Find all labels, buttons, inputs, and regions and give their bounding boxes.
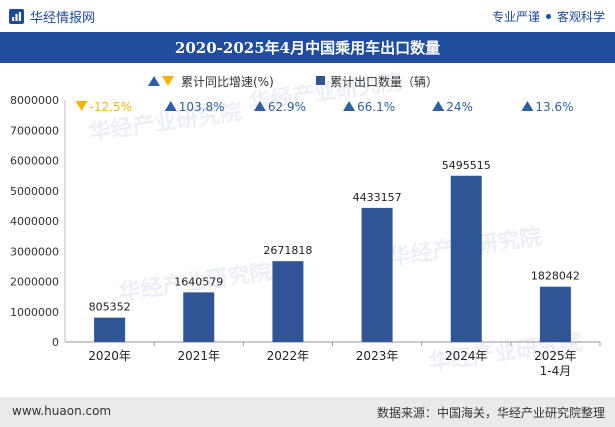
- bar: [361, 207, 393, 342]
- bar: [94, 317, 126, 342]
- tagline-left: 专业严谨: [491, 10, 540, 24]
- growth-rate-label: -12.5%: [90, 100, 132, 114]
- bar-value-label: 5495515: [442, 159, 491, 172]
- bar-value-label: 1828042: [531, 270, 580, 283]
- legend-growth-label: 累计同比增速(%): [181, 75, 274, 89]
- top-bar: 华经情报网 专业严谨 客观科学: [0, 0, 615, 32]
- bar: [183, 292, 215, 342]
- x-tick-label: 2021年: [177, 349, 220, 363]
- bar-value-label: 2671818: [263, 244, 312, 257]
- x-tick-label: 2022年: [267, 349, 310, 363]
- legend-value-label: 累计出口数量（辆）: [330, 74, 438, 89]
- y-tick-label: 8000000: [10, 94, 59, 107]
- bar: [272, 261, 304, 342]
- y-tick-label: 3000000: [10, 245, 59, 258]
- footer-website[interactable]: www.huaon.com: [12, 404, 112, 418]
- brand-logo-icon: [9, 9, 24, 24]
- y-tick-label: 0: [52, 336, 59, 349]
- y-tick-label: 7000000: [10, 124, 59, 137]
- y-tick-label: 1000000: [10, 306, 59, 319]
- growth-up-triangle-icon: [432, 101, 445, 111]
- tagline: 专业严谨 客观科学: [492, 8, 605, 25]
- title-bar: 2020-2025年4月中国乘用车出口数量: [0, 32, 615, 63]
- footer-source: 数据来源：中国海关，华经产业研究院整理: [376, 406, 605, 420]
- bar-chart: 华经产业研究院华经产业研究院华经产业研究院华经产业研究院华经产业研究院累计同比增…: [10, 69, 601, 378]
- x-tick-label: 2020年: [88, 349, 131, 363]
- y-tick-label: 2000000: [10, 276, 59, 289]
- growth-up-triangle-icon: [343, 101, 356, 111]
- chart-title: 2020-2025年4月中国乘用车出口数量: [174, 39, 441, 57]
- legend-bar-swatch: [316, 76, 325, 85]
- y-tick-label: 6000000: [10, 155, 59, 168]
- bar-value-label: 1640579: [174, 275, 223, 288]
- bar: [539, 286, 571, 342]
- bar-value-label: 4433157: [353, 191, 402, 204]
- brand[interactable]: 华经情报网: [8, 7, 95, 26]
- x-tick-label: 2025年: [534, 349, 577, 363]
- legend-down-triangle-icon: [162, 76, 174, 86]
- x-tick-label: 2024年: [445, 349, 488, 363]
- y-tick-label: 5000000: [10, 185, 59, 198]
- growth-down-triangle-icon: [75, 101, 88, 111]
- separator-dot-icon: [545, 14, 551, 19]
- growth-up-triangle-icon: [253, 101, 266, 111]
- legend-up-triangle-icon: [148, 76, 160, 86]
- footer: www.huaon.com 数据来源：中国海关，华经产业研究院整理: [0, 397, 615, 427]
- growth-rate-label: 24%: [446, 100, 473, 114]
- x-tick-label: 1-4月: [540, 364, 572, 378]
- growth-rate-label: 62.9%: [268, 100, 306, 114]
- brand-name: 华经情报网: [30, 11, 96, 26]
- y-tick-label: 4000000: [10, 215, 59, 228]
- tagline-right: 客观科学: [556, 10, 605, 24]
- growth-rate-label: 13.6%: [535, 100, 573, 114]
- bar: [450, 175, 482, 342]
- bar-value-label: 805352: [89, 301, 131, 314]
- growth-rate-label: 103.8%: [179, 100, 225, 114]
- growth-rate-label: 66.1%: [357, 100, 395, 114]
- x-tick-label: 2023年: [356, 349, 399, 363]
- growth-up-triangle-icon: [164, 101, 177, 111]
- growth-up-triangle-icon: [521, 101, 534, 111]
